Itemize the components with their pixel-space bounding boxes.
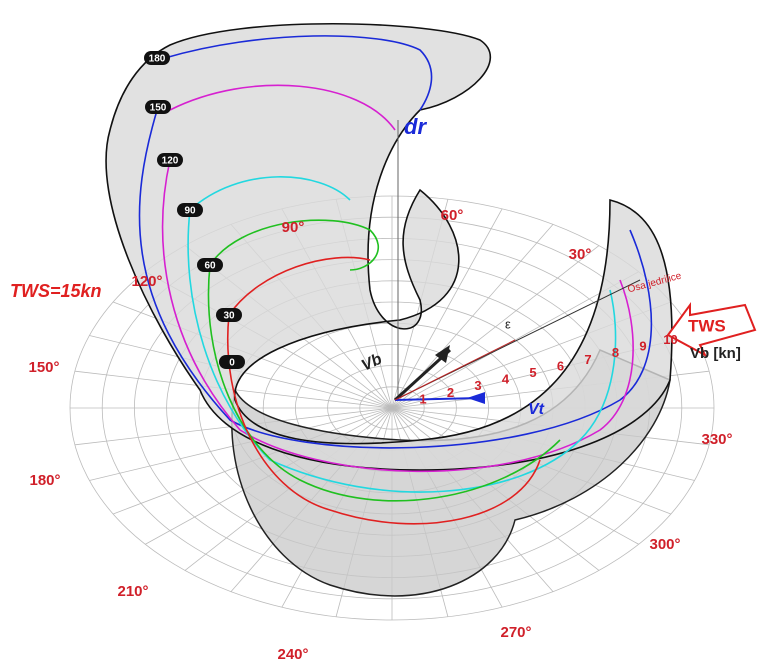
curve-90: [187, 176, 617, 493]
height-pill: [197, 258, 223, 272]
height-label: 30: [223, 311, 235, 322]
angle-label: 300°: [649, 536, 680, 553]
dr-label: dr: [404, 114, 427, 139]
speed-label: 1: [419, 391, 426, 406]
vb-arrowhead: [435, 345, 450, 363]
curve-120: [161, 84, 634, 473]
title: TWS=15kn: [10, 281, 102, 301]
height-label: 60: [204, 261, 216, 272]
angle-label: 210°: [117, 583, 148, 600]
angle-label: 330°: [701, 431, 732, 448]
height-label: 150: [150, 103, 167, 114]
height-label: 180: [149, 54, 166, 65]
height-label: 120: [162, 156, 179, 167]
grid-spoke: [391, 245, 600, 409]
height-label: 90: [184, 206, 196, 217]
height-pill: [216, 308, 242, 322]
height-pill: [144, 51, 170, 65]
epsilon-label: ε: [505, 316, 511, 331]
angle-label: 60°: [441, 207, 464, 224]
vb-label: Vb: [359, 351, 385, 375]
curve-180: [164, 35, 433, 111]
height-pill: [145, 100, 171, 114]
vt-vector: [394, 397, 481, 401]
axis-label: Vb [kn]: [690, 345, 741, 362]
angle-label: 30°: [569, 246, 592, 263]
height-pill: [219, 355, 245, 369]
speed-label: 5: [529, 365, 536, 380]
angle-label: 270°: [500, 624, 531, 641]
angle-label: 150°: [28, 359, 59, 376]
vt-arrowhead: [467, 392, 485, 404]
angle-label: 180°: [29, 472, 60, 489]
height-pill: [177, 203, 203, 217]
curve-30: [227, 256, 541, 525]
speed-label: 3: [474, 378, 481, 393]
tws-label: TWS: [688, 316, 726, 335]
speed-label: 2: [447, 385, 454, 400]
speed-label: 9: [639, 339, 646, 354]
curve-150: [138, 106, 653, 449]
curve-60: [207, 219, 561, 502]
angle-label: 120°: [131, 273, 162, 290]
grid-spoke: [391, 208, 503, 409]
tws-arrow: [666, 301, 757, 358]
speed-label: 8: [612, 345, 619, 360]
surface-main: [105, 22, 673, 471]
speed-label: 4: [502, 372, 510, 387]
grid-spoke: [391, 271, 639, 409]
vt-label: Vt: [528, 401, 545, 418]
speed-label: 6: [557, 358, 564, 373]
angle-label: 240°: [277, 646, 308, 663]
speed-label: 7: [584, 352, 591, 367]
angle-label: 90°: [282, 219, 305, 236]
speed-label: 10: [663, 332, 677, 347]
epsilon-line: [394, 339, 516, 401]
height-label: 0: [229, 358, 235, 369]
height-pill: [157, 153, 183, 167]
